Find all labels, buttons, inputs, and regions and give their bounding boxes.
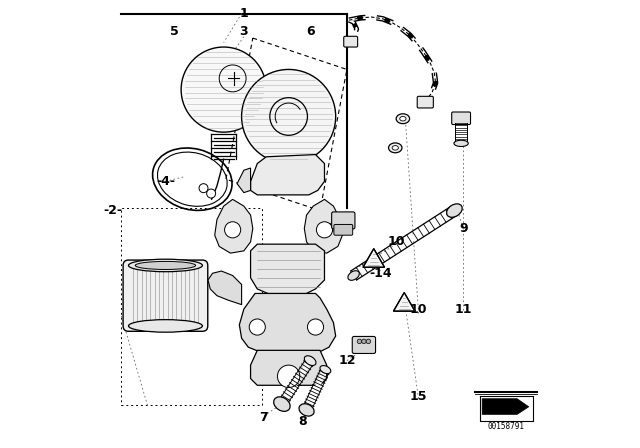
- Text: 10: 10: [387, 235, 405, 249]
- Circle shape: [242, 69, 336, 164]
- Text: -4-: -4-: [156, 175, 175, 188]
- FancyBboxPatch shape: [344, 36, 358, 47]
- Ellipse shape: [454, 140, 468, 146]
- Circle shape: [181, 47, 266, 132]
- Text: 13: 13: [324, 222, 342, 235]
- Ellipse shape: [274, 397, 290, 411]
- Text: 00158791: 00158791: [488, 422, 524, 431]
- Text: 11: 11: [454, 302, 472, 316]
- Ellipse shape: [129, 320, 202, 332]
- Ellipse shape: [304, 356, 316, 366]
- Ellipse shape: [129, 259, 202, 271]
- Circle shape: [362, 339, 366, 344]
- FancyBboxPatch shape: [123, 260, 208, 332]
- Polygon shape: [215, 199, 253, 253]
- Ellipse shape: [400, 116, 406, 121]
- Text: 1: 1: [239, 7, 248, 20]
- Circle shape: [357, 339, 362, 344]
- Text: 12: 12: [338, 354, 356, 367]
- Polygon shape: [208, 271, 242, 305]
- Text: -2-: -2-: [104, 204, 122, 217]
- Ellipse shape: [299, 404, 314, 416]
- Text: 5: 5: [170, 25, 179, 38]
- Text: 10: 10: [410, 302, 428, 316]
- Text: 7: 7: [260, 411, 268, 424]
- Polygon shape: [237, 168, 251, 193]
- Ellipse shape: [392, 146, 399, 150]
- Ellipse shape: [348, 271, 359, 280]
- Ellipse shape: [388, 143, 402, 153]
- FancyBboxPatch shape: [334, 224, 353, 235]
- Ellipse shape: [320, 366, 331, 374]
- FancyBboxPatch shape: [452, 112, 470, 125]
- Circle shape: [225, 222, 241, 238]
- Circle shape: [307, 319, 324, 335]
- Polygon shape: [251, 244, 324, 296]
- Polygon shape: [239, 293, 336, 352]
- Text: 15: 15: [410, 390, 428, 403]
- Text: 3: 3: [239, 25, 248, 38]
- Circle shape: [366, 339, 371, 344]
- Polygon shape: [305, 199, 342, 253]
- Circle shape: [207, 189, 216, 198]
- FancyBboxPatch shape: [417, 96, 433, 108]
- Text: 9: 9: [459, 222, 468, 235]
- FancyBboxPatch shape: [352, 336, 376, 353]
- Circle shape: [249, 319, 266, 335]
- Text: 8: 8: [298, 414, 307, 428]
- Polygon shape: [251, 350, 327, 385]
- Ellipse shape: [396, 114, 410, 124]
- Polygon shape: [394, 293, 415, 311]
- Circle shape: [278, 365, 300, 388]
- FancyBboxPatch shape: [332, 212, 355, 229]
- Text: -14: -14: [369, 267, 392, 280]
- Ellipse shape: [135, 262, 196, 270]
- Circle shape: [316, 222, 333, 238]
- Ellipse shape: [447, 204, 462, 217]
- Polygon shape: [482, 399, 529, 414]
- Circle shape: [199, 184, 208, 193]
- Polygon shape: [363, 249, 385, 267]
- Polygon shape: [251, 155, 324, 195]
- Text: 6: 6: [307, 25, 316, 38]
